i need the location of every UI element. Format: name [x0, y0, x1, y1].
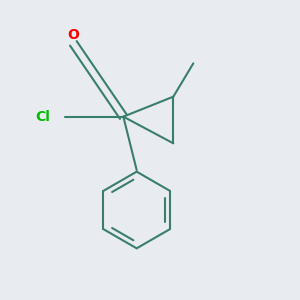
Text: O: O — [68, 28, 79, 42]
Text: Cl: Cl — [35, 110, 50, 124]
